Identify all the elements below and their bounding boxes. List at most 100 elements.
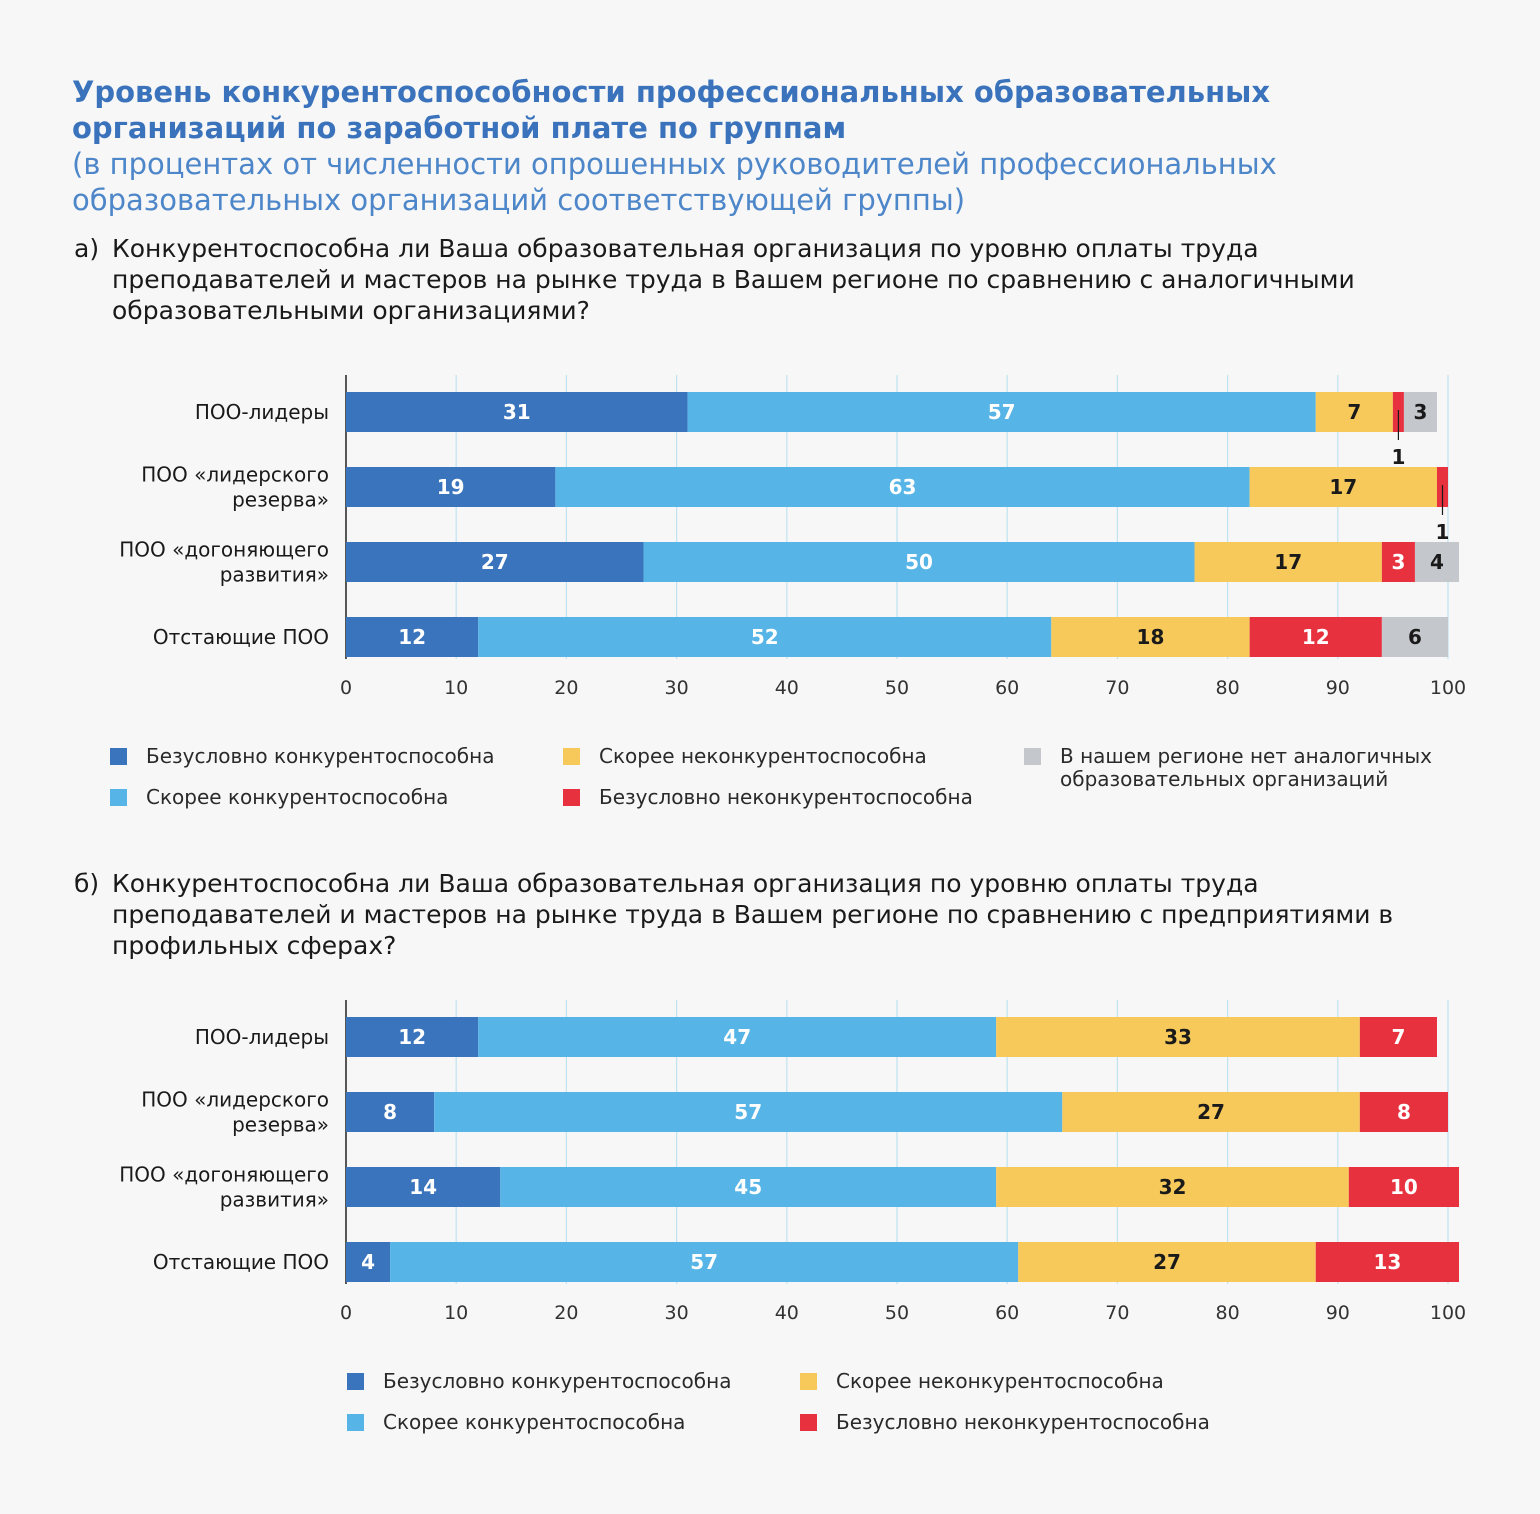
bar-segment [346, 1167, 501, 1207]
legend-label: Скорее неконкурентоспособна [836, 1369, 1164, 1393]
chart-b: 0 10 20 30 40 50 60 70 80 90 100 ПОО-лидеры 12 47 33 7 П… [119, 1000, 1466, 1324]
legend-label: Скорее конкурентоспособна [383, 1410, 686, 1434]
x-tick-label: 90 [1326, 677, 1350, 699]
data-label: 12 [1302, 625, 1330, 649]
legend-swatch [800, 1414, 817, 1431]
data-label: 31 [503, 400, 531, 424]
data-label: 27 [1153, 1250, 1181, 1274]
bar-segment [1194, 542, 1382, 582]
chart-subtitle: (в процентах от численности опрошенных р… [72, 147, 1277, 217]
data-label: 47 [723, 1025, 751, 1049]
legend-label: Безусловно неконкурентоспособна [599, 785, 973, 809]
category-label: ПОО-лидеры [195, 1025, 329, 1049]
legend-label: Безусловно конкурентоспособна [146, 744, 495, 768]
bar-segment [346, 467, 556, 507]
chart-title: Уровень конкурентоспособности профессион… [72, 75, 1271, 145]
data-label: 7 [1347, 400, 1361, 424]
category-label: Отстающие ПОО [153, 625, 329, 649]
data-label: 63 [889, 475, 917, 499]
bar-segment [555, 467, 1250, 507]
data-label: 4 [361, 1250, 375, 1274]
bar-segment [996, 1167, 1349, 1207]
legend-swatch [347, 1373, 364, 1390]
category-label: развития» [220, 1188, 329, 1212]
data-label: 7 [1391, 1025, 1405, 1049]
data-label: 57 [988, 400, 1016, 424]
legend-label: Безусловно неконкурентоспособна [836, 1410, 1210, 1434]
bar-segment [1381, 617, 1448, 657]
x-tick-label: 100 [1430, 1302, 1466, 1324]
category-label: ПОО «лидерского [141, 463, 329, 487]
x-tick-label: 10 [444, 677, 468, 699]
question-a-text: Конкурентоспособна ли Ваша образовательн… [112, 234, 1355, 325]
bar-segment [1414, 542, 1460, 582]
bar-segment [1381, 542, 1415, 582]
data-label: 57 [690, 1250, 718, 1274]
x-tick-label: 20 [554, 677, 578, 699]
legend-swatch [110, 748, 127, 765]
data-label: 32 [1159, 1175, 1187, 1199]
data-label: 13 [1373, 1250, 1401, 1274]
bar-segment [346, 1092, 435, 1132]
bar-segment [996, 1017, 1360, 1057]
bar-segment [478, 1017, 997, 1057]
legend-label: В нашем регионе нет аналогичных образова… [1060, 744, 1432, 791]
data-label: 6 [1408, 625, 1422, 649]
data-label: 27 [481, 550, 509, 574]
data-label: 12 [398, 1025, 426, 1049]
question-b-letter: б) [74, 869, 100, 898]
x-tick-label: 40 [775, 1302, 799, 1324]
data-label: 8 [1397, 1100, 1411, 1124]
legend-swatch [347, 1414, 364, 1431]
bar-segment [1051, 617, 1250, 657]
legend-a: Безусловно конкурентоспособна Скорее кон… [0, 745, 1540, 815]
x-tick-label: 0 [340, 1302, 352, 1324]
x-tick-label: 30 [665, 677, 689, 699]
bar-segment [1403, 392, 1437, 432]
data-label: 19 [437, 475, 465, 499]
bar-segment [1062, 1092, 1360, 1132]
x-tick-label: 0 [340, 677, 352, 699]
bar-segment [1249, 617, 1382, 657]
bar-segment [346, 617, 479, 657]
legend-swatch [563, 748, 580, 765]
data-label: 14 [409, 1175, 437, 1199]
x-tick-label: 70 [1105, 1302, 1129, 1324]
bar-segment [346, 1017, 479, 1057]
data-label: 33 [1164, 1025, 1192, 1049]
x-tick-label: 100 [1430, 677, 1466, 699]
bar-segment [434, 1092, 1063, 1132]
legend-swatch [110, 789, 127, 806]
data-label: 4 [1430, 550, 1444, 574]
legend-label: Безусловно конкурентоспособна [383, 1369, 732, 1393]
question-a: а) Конкурентоспособна ли Ваша образовате… [74, 233, 1454, 326]
data-label: 57 [734, 1100, 762, 1124]
legend-b: Безусловно конкурентоспособна Скорее кон… [0, 1370, 1540, 1440]
bar-segment [500, 1167, 997, 1207]
data-label: 8 [383, 1100, 397, 1124]
x-tick-label: 30 [665, 1302, 689, 1324]
legend-label: Скорее конкурентоспособна [146, 785, 449, 809]
bar-segment [643, 542, 1195, 582]
question-b: б) Конкурентоспособна ли Ваша образовате… [74, 868, 1454, 961]
data-label: 27 [1197, 1100, 1225, 1124]
bar-segment [1359, 1017, 1437, 1057]
x-tick-label: 80 [1216, 677, 1240, 699]
x-tick-label: 20 [554, 1302, 578, 1324]
x-tick-label: 60 [995, 677, 1019, 699]
category-label: резерва» [232, 1113, 329, 1137]
data-label: 45 [734, 1175, 762, 1199]
data-label: 17 [1329, 475, 1357, 499]
data-label: 17 [1274, 550, 1302, 574]
bar-segment [1315, 1242, 1460, 1282]
category-label: Отстающие ПОО [153, 1250, 329, 1274]
data-label: 1 [1436, 520, 1450, 544]
legend-swatch [800, 1373, 817, 1390]
bar-segment [346, 542, 644, 582]
data-label: 52 [751, 625, 779, 649]
legend-swatch [1024, 748, 1041, 765]
bar-segment [1018, 1242, 1316, 1282]
data-label: 3 [1413, 400, 1427, 424]
x-tick-label: 90 [1326, 1302, 1350, 1324]
x-tick-label: 60 [995, 1302, 1019, 1324]
